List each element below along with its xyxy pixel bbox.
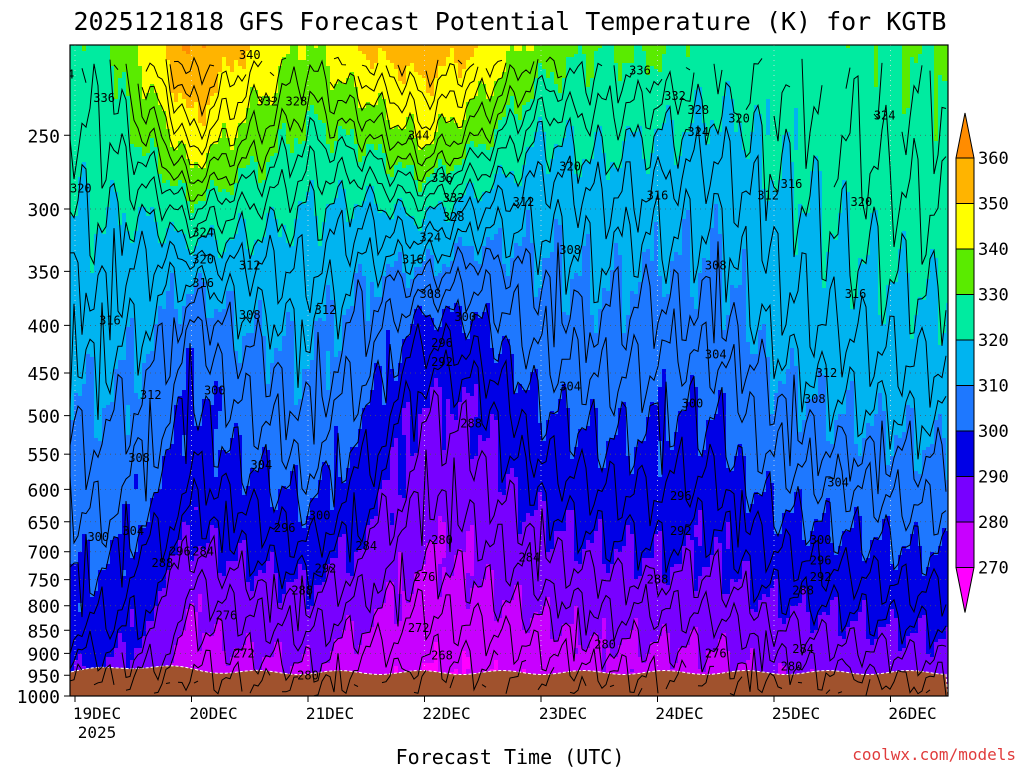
chart-title: 2025121818 GFS Forecast Potential Temper… xyxy=(74,7,947,36)
